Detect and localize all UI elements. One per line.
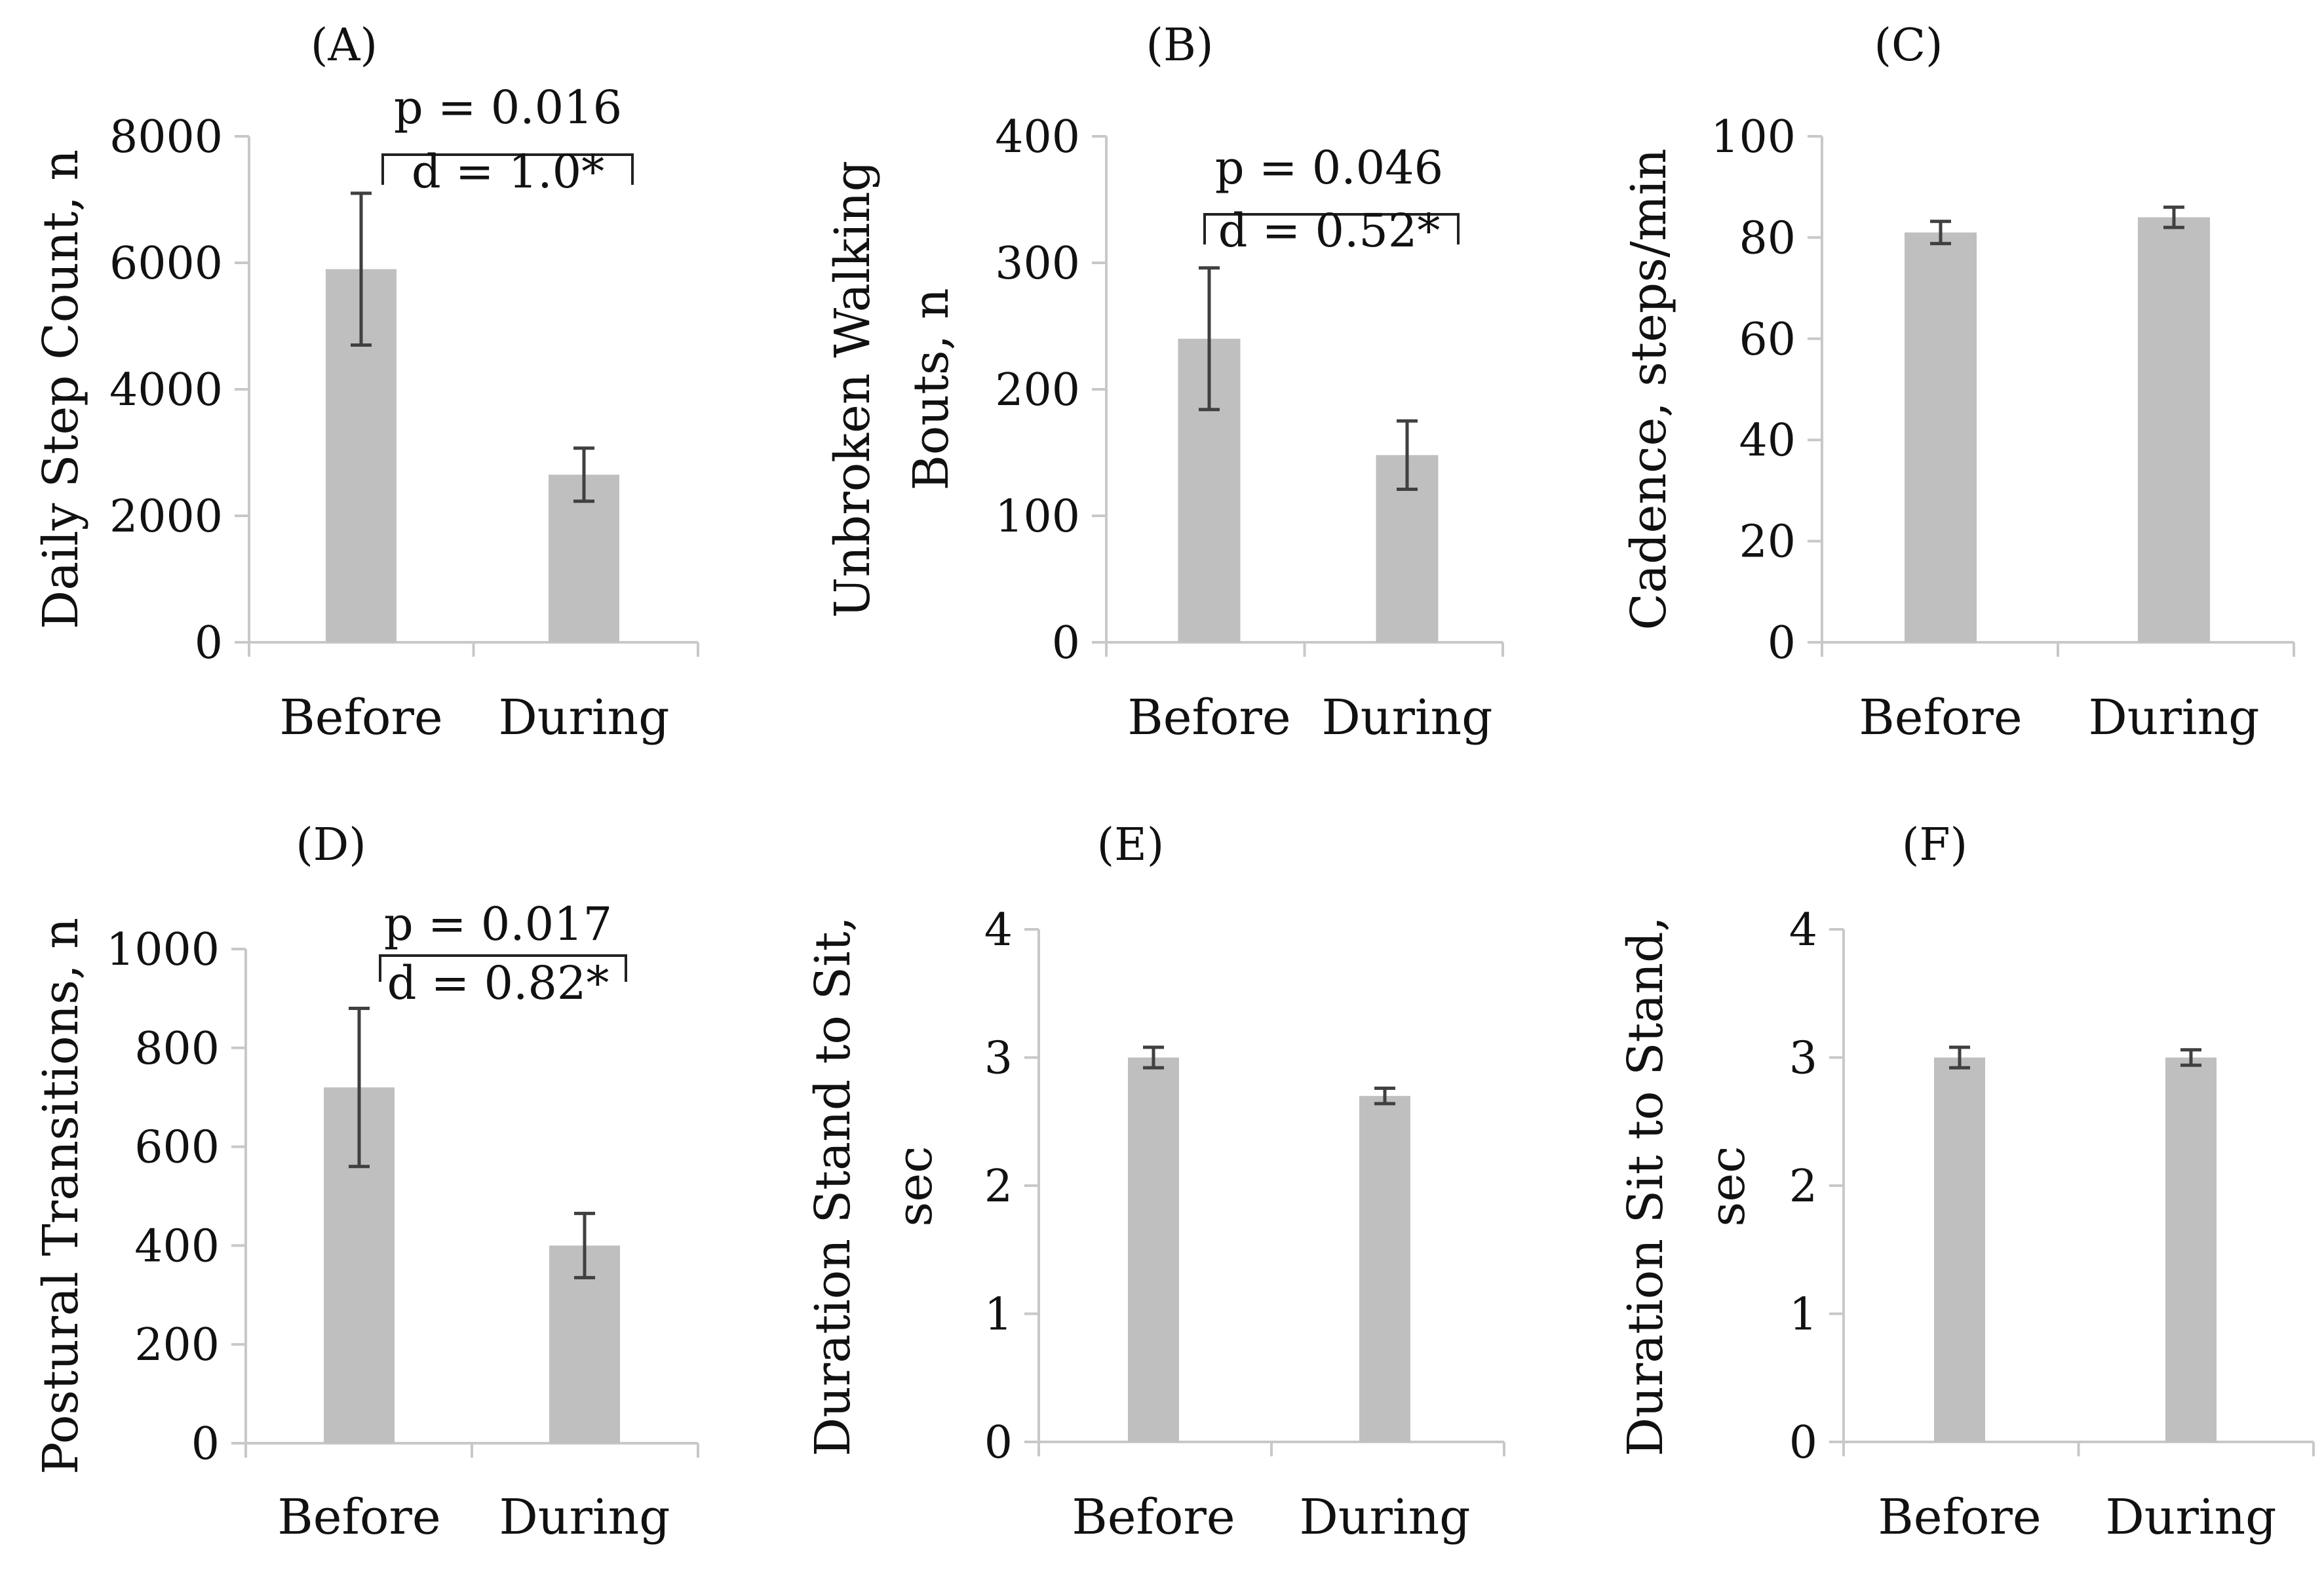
chart3-y-axis-title: Cadence, steps/min <box>1621 148 1677 630</box>
chart1-significance-bracket <box>381 153 634 185</box>
chart4-ytick-label: 600 <box>134 1122 220 1174</box>
chart4-ytick-label: 200 <box>134 1319 220 1371</box>
chart4-ytick-label: 400 <box>134 1220 220 1272</box>
chart6-ytick-label: 2 <box>1789 1161 1817 1213</box>
chart1-ytick-label: 0 <box>195 617 223 669</box>
chart5-ytick-label: 2 <box>984 1161 1013 1213</box>
chart1-ytick-label: 6000 <box>109 238 223 290</box>
chart6-bar-during <box>2165 1057 2217 1442</box>
chart4-category-label: During <box>499 1489 670 1545</box>
chart2-effect-size: d = 0.52* <box>1218 204 1441 258</box>
chart1-ytick-label: 8000 <box>109 111 223 163</box>
chart1-ytick-label: 4000 <box>109 364 223 416</box>
chart6-category-label: During <box>2105 1489 2276 1545</box>
chart5-category-label: Before <box>1072 1489 1235 1545</box>
chart5-panel-label: (E) <box>1097 819 1165 871</box>
chart3-ytick-label: 80 <box>1739 212 1796 264</box>
chart2-ytick-label: 0 <box>1052 617 1080 669</box>
chart5-bar-during <box>1359 1096 1410 1442</box>
chart1-category-label: Before <box>279 689 442 746</box>
chart2-category-label: During <box>1321 689 1492 746</box>
chart2-y-axis-title: Bouts, n <box>903 288 959 490</box>
chart2-p-value: p = 0.046 <box>1215 141 1443 195</box>
chart4-panel-label: (D) <box>296 819 366 871</box>
chart4-ytick-label: 800 <box>134 1023 220 1075</box>
chart4-y-axis-title: Postural Transitions, n <box>33 918 89 1475</box>
chart3-ytick-label: 100 <box>1711 111 1796 163</box>
chart2-category-label: Before <box>1127 689 1290 746</box>
chart2-panel-label: (B) <box>1146 20 1213 71</box>
chart6-ytick-label: 0 <box>1789 1417 1817 1469</box>
chart6-panel-label: (F) <box>1902 819 1967 871</box>
chart4-effect-size: d = 0.82* <box>387 956 610 1010</box>
chart5-ytick-label: 0 <box>984 1417 1013 1469</box>
chart6-ytick-label: 3 <box>1789 1033 1817 1085</box>
chart2-y-axis-title: Unbroken Walking <box>824 161 881 618</box>
chart4-ytick-label: 0 <box>191 1418 220 1470</box>
chart1-p-value: p = 0.016 <box>394 81 622 134</box>
chart3-bar-during <box>2138 217 2210 642</box>
chart4-p-value: p = 0.017 <box>384 897 612 951</box>
chart3-category-label: Before <box>1859 689 2022 746</box>
chart5-ytick-label: 3 <box>984 1033 1013 1085</box>
chart5-category-label: During <box>1299 1489 1470 1545</box>
chart3-ytick-label: 0 <box>1768 617 1796 669</box>
chart2-ytick-label: 200 <box>995 364 1080 416</box>
chart3-bar-before <box>1905 232 1977 642</box>
chart1-effect-size: d = 1.0* <box>412 145 604 199</box>
chart3-panel-label: (C) <box>1874 20 1943 71</box>
chart2-significance-bracket <box>1203 213 1460 244</box>
chart5-ytick-label: 1 <box>984 1289 1013 1341</box>
chart5-y-axis-title: Duration Stand to Sit, <box>805 916 861 1456</box>
chart1-ytick-label: 2000 <box>109 491 223 543</box>
chart6-category-label: Before <box>1878 1489 2041 1545</box>
chart2-ytick-label: 400 <box>995 111 1080 163</box>
chart1-y-axis-title: Daily Step Count, n <box>33 149 89 629</box>
chart4-ytick-label: 1000 <box>106 924 220 976</box>
chart1-category-label: During <box>498 689 669 746</box>
chart3-ytick-label: 20 <box>1739 516 1796 568</box>
chart3-ytick-label: 60 <box>1739 314 1796 366</box>
chart6-bar-before <box>1934 1057 1985 1442</box>
chart2-ytick-label: 100 <box>995 491 1080 543</box>
chart4-significance-bracket <box>379 954 627 982</box>
chart6-ytick-label: 4 <box>1789 904 1817 956</box>
chart5-y-axis-title: sec <box>887 1146 943 1226</box>
chart5-bar-before <box>1128 1057 1179 1442</box>
chart6-y-axis-title: Duration Sit to Stand, <box>1617 916 1674 1456</box>
chart4-category-label: Before <box>277 1489 440 1545</box>
chart2-ytick-label: 300 <box>995 238 1080 290</box>
chart3-ytick-label: 40 <box>1739 415 1796 467</box>
chart1-panel-label: (A) <box>311 20 378 71</box>
chart3-category-label: During <box>2088 689 2259 746</box>
chart6-y-axis-title: sec <box>1699 1146 1756 1226</box>
chart6-ytick-label: 1 <box>1789 1289 1817 1341</box>
chart5-ytick-label: 4 <box>984 904 1013 956</box>
